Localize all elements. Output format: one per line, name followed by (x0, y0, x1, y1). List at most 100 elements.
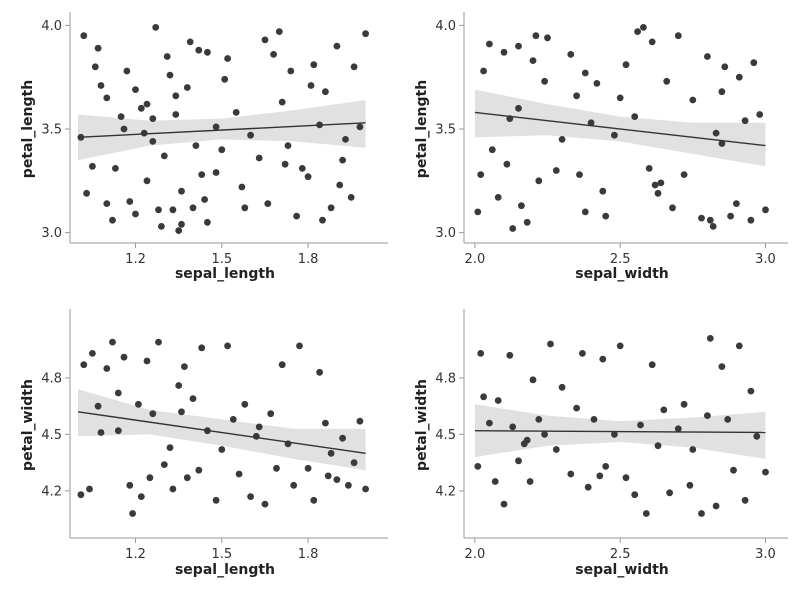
data-point (160, 152, 168, 160)
data-point (535, 177, 543, 185)
data-point (515, 104, 522, 112)
data-point (261, 500, 269, 508)
data-point (109, 216, 116, 224)
data-point (86, 485, 93, 493)
data-point (602, 212, 610, 220)
data-point (149, 138, 157, 145)
data-point (663, 77, 671, 85)
data-point (310, 61, 318, 69)
data-point (103, 94, 111, 102)
data-point (307, 82, 315, 89)
data-point (362, 485, 369, 493)
data-point (143, 357, 151, 365)
data-point (264, 200, 272, 208)
data-point (103, 365, 111, 372)
data-point (654, 189, 662, 197)
data-point (97, 429, 105, 436)
data-point (204, 218, 211, 226)
data-point (319, 216, 326, 224)
data-point (480, 393, 487, 401)
data-point (270, 51, 277, 58)
data-point (235, 470, 243, 478)
data-point (137, 493, 145, 500)
data-point (322, 419, 329, 427)
data-point (322, 88, 329, 96)
y-tick-label: 4.5 (435, 428, 456, 443)
data-point (192, 142, 200, 150)
x-tick-label: 2.0 (465, 547, 486, 562)
data-point (674, 32, 682, 40)
data-point (494, 397, 502, 404)
x-tick-label: 1.2 (125, 252, 146, 267)
data-point (241, 204, 249, 212)
data-point (155, 338, 162, 346)
data-point (247, 131, 255, 139)
data-point (175, 227, 183, 235)
data-point (706, 335, 714, 342)
data-point (212, 123, 220, 131)
data-point (132, 210, 139, 218)
data-point (477, 171, 485, 179)
data-point (581, 208, 589, 216)
data-point (252, 432, 260, 440)
y-tick-label: 4.0 (41, 19, 62, 34)
data-point (750, 59, 758, 67)
data-point (573, 404, 580, 412)
data-point (657, 179, 665, 187)
x-axis-label: sepal_width (575, 266, 669, 282)
chart-panel-2: 2.0 2.5 3.0 3.0 3.5 4.0 sepal_width petal_lengt… (414, 12, 788, 282)
y-tick-label: 3.0 (41, 226, 62, 241)
data-point (611, 431, 618, 438)
data-point (616, 342, 624, 350)
data-point (327, 449, 335, 457)
data-point (198, 171, 206, 179)
data-point (596, 472, 604, 480)
data-point (293, 212, 300, 220)
data-point (114, 389, 122, 397)
data-point (712, 129, 720, 137)
y-tick-label: 3.5 (41, 123, 62, 138)
x-tick-label: 1.5 (211, 252, 232, 267)
y-tick-label: 4.2 (41, 484, 62, 499)
data-point (718, 140, 726, 147)
data-point (267, 410, 275, 418)
data-point (83, 189, 90, 197)
data-point (204, 48, 211, 56)
data-point (137, 104, 145, 112)
data-point (347, 194, 355, 201)
data-point (339, 434, 346, 442)
y-tick-label: 4.0 (435, 19, 456, 34)
data-point (552, 167, 560, 174)
data-point (573, 92, 580, 100)
data-point (593, 80, 601, 87)
data-point (166, 444, 174, 451)
regression-line (474, 430, 766, 434)
confidence-band (474, 89, 766, 167)
data-point (509, 423, 517, 431)
data-point (316, 368, 323, 376)
data-point (529, 57, 537, 64)
data-point (634, 28, 641, 35)
data-point (712, 502, 720, 510)
data-point (183, 84, 191, 91)
data-point (721, 63, 729, 71)
data-point (97, 82, 105, 89)
data-point (599, 355, 607, 363)
data-point (221, 75, 229, 83)
data-point (186, 38, 194, 46)
data-point (474, 463, 482, 470)
data-point (509, 225, 517, 232)
x-tick-label: 1.8 (298, 547, 319, 562)
data-point (474, 208, 482, 216)
data-point (212, 169, 220, 176)
data-point (224, 55, 232, 62)
data-point (126, 481, 134, 489)
data-point (109, 338, 116, 346)
data-point (718, 88, 726, 96)
data-point (747, 216, 755, 224)
y-axis-label: petal_width (414, 379, 430, 471)
data-point (579, 350, 586, 357)
data-point (140, 129, 148, 137)
y-axis-label: petal_length (414, 80, 430, 178)
